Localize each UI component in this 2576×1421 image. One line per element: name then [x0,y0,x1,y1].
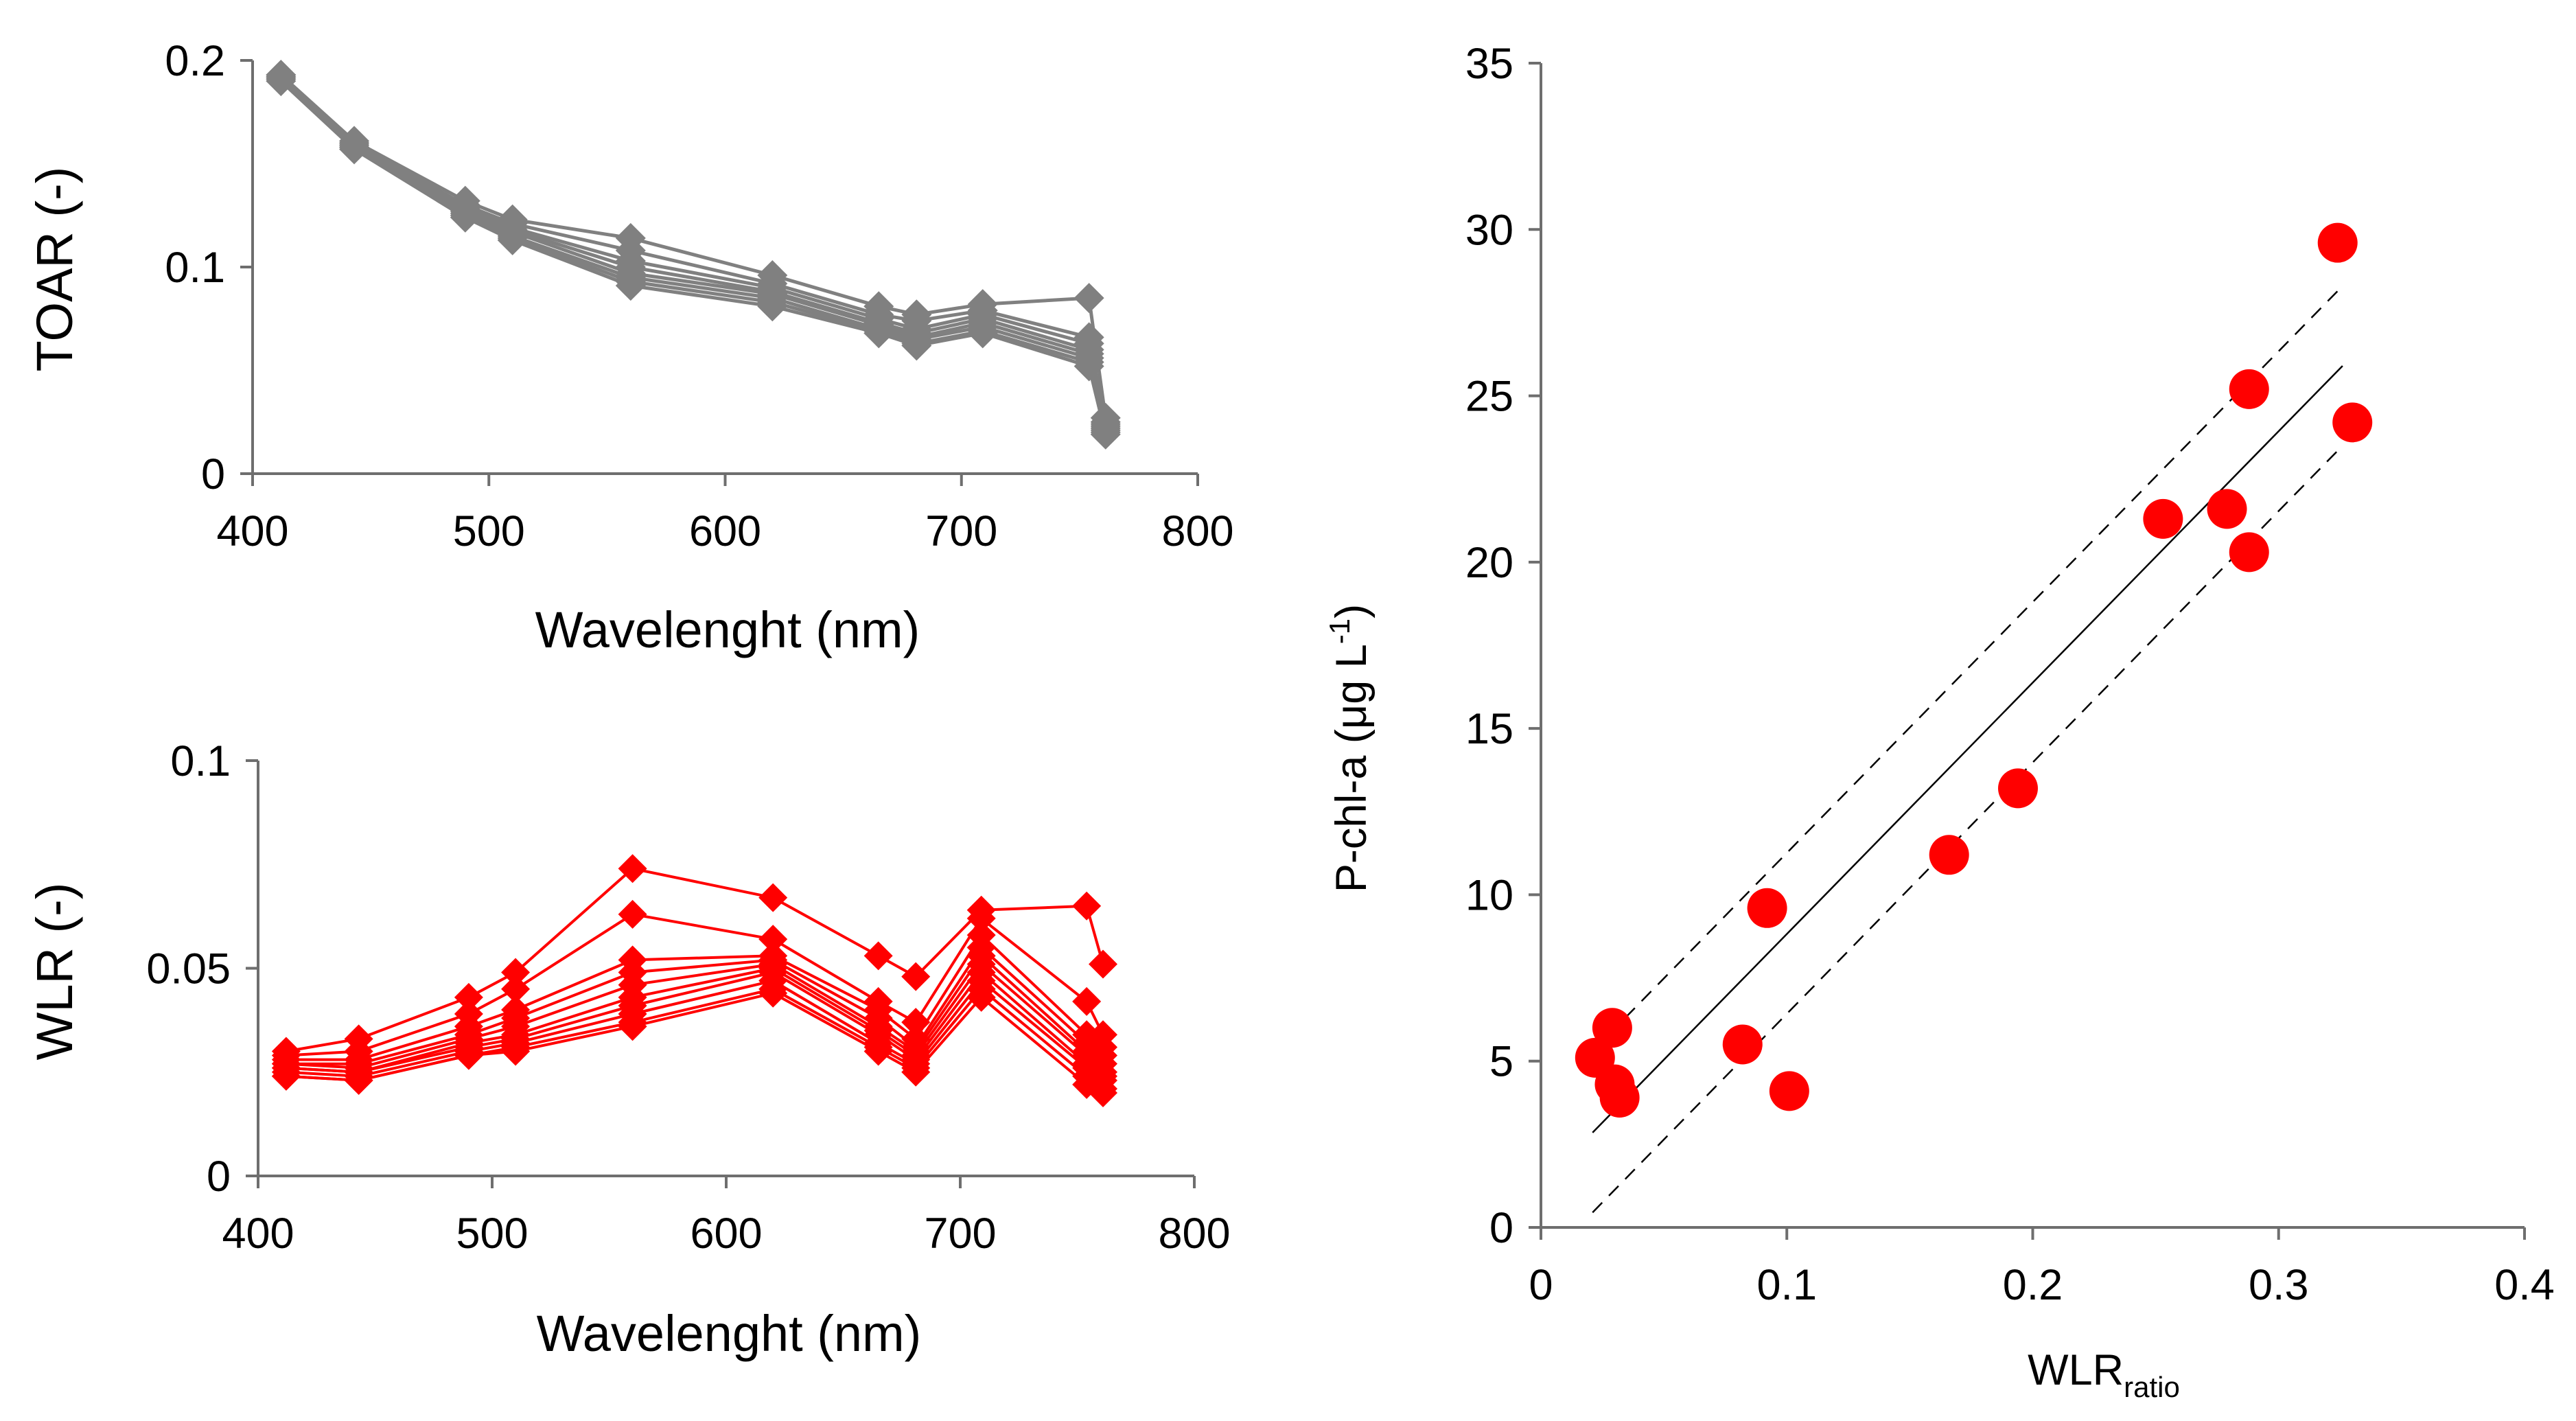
toar-series-line [279,76,1108,429]
wlr-x-tick-label: 400 [222,1210,294,1258]
wlr-marker [454,982,483,1012]
wlr-x-label: Wavelenght (nm) [537,1305,922,1362]
scatter-point [2317,222,2358,263]
toar-marker [1090,419,1121,450]
toar-x-label: Wavelenght (nm) [535,601,920,658]
wlr-marker [758,925,788,954]
wlr-marker [501,974,531,1004]
wlr-marker [901,962,931,991]
wlr-y-label: WLR (-) [26,883,83,1061]
scatter-point [1722,1024,1763,1065]
scatter-point [1599,1078,1640,1118]
toar-series-line [279,76,1108,425]
toar-x-tick-label: 800 [1161,507,1233,555]
scatter-panel: P-chl-a (μg L-1) WLRratio 0 5 10 15 20 25 30 35… [1323,40,2555,1403]
scatter-point [2143,498,2183,539]
toar-marker [1074,351,1104,382]
toar-x-tick-label: 700 [925,507,997,555]
scatter-point [1747,888,1787,928]
wlr-marker [618,854,647,883]
scatter-point [1592,1008,1632,1048]
wlr-marker [758,978,788,1008]
wlr-marker [966,982,996,1012]
wlr-marker [344,1065,373,1095]
wlr-marker [966,903,996,933]
wlr-marker [758,883,788,912]
wlr-x-tick-label: 500 [456,1210,528,1258]
toar-marker [339,134,370,165]
wlr-marker [1072,891,1102,921]
lower-bound-line [1592,445,2343,1214]
scatter-point [2332,402,2373,443]
upper-bound-line [1592,285,2343,1052]
scatter-y-tick-label: 0 [1489,1204,1513,1252]
toar-marker [901,330,932,361]
toar-marker [266,66,297,97]
toar-x-tick-label: 400 [216,507,288,555]
wlr-panel: WLR (-) Wavelenght (nm) 0 0.05 0.1 400 500 60… [26,737,1231,1362]
scatter-point [2207,489,2247,529]
scatter-x-label: WLRratio [2028,1346,2180,1403]
toar-x-tick-label: 600 [689,507,761,555]
toar-marker [967,318,998,349]
scatter-point [2229,369,2269,409]
scatter-point [2229,532,2269,573]
toar-series-line [279,73,1108,419]
wlr-y-tick-label: 0.1 [170,737,231,785]
scatter-x-tick-label: 0.1 [1756,1261,1817,1309]
toar-series-line [279,76,1108,427]
scatter-x-tick-label: 0.2 [2003,1261,2063,1309]
wlr-marker [454,1041,483,1070]
scatter-y-tick-label: 30 [1465,206,1513,254]
wlr-marker [863,1037,893,1066]
scatter-point [1929,835,1969,875]
scatter-y-tick-label: 20 [1465,539,1513,587]
toar-y-tick-label: 0.2 [165,37,225,85]
toar-y-tick-label: 0 [201,450,225,498]
toar-marker [450,202,480,233]
scatter-x-tick-label: 0 [1529,1261,1553,1309]
scatter-y-tick-label: 10 [1465,871,1513,919]
scatter-y-tick-label: 15 [1465,705,1513,753]
scatter-x-tick-label: 0.4 [2494,1261,2555,1309]
toar-marker [757,291,788,322]
toar-marker [1074,283,1104,314]
scatter-y-label: P-chl-a (μg L-1) [1323,604,1376,892]
wlr-marker [1072,986,1102,1016]
toar-marker [863,318,894,349]
wlr-x-tick-label: 700 [924,1210,996,1258]
scatter-point [1769,1071,1809,1111]
toar-y-label: TOAR (-) [26,167,83,372]
wlr-y-tick-label: 0.05 [146,945,231,993]
wlr-marker [863,941,893,971]
wlr-y-tick-label: 0 [207,1153,231,1201]
wlr-marker [271,1061,301,1091]
wlr-marker [1089,949,1118,979]
toar-panel: TOAR (-) Wavelenght (nm) 0 0.1 0.2 400 500 60… [26,37,1234,658]
toar-series-line [279,73,1108,423]
wlr-marker [618,899,647,929]
wlr-marker [501,1037,531,1066]
wlr-marker [618,1012,647,1041]
toar-x-tick-label: 500 [453,507,525,555]
toar-marker [497,224,528,255]
scatter-point [1998,768,2039,809]
fit-line [1592,365,2343,1133]
scatter-y-tick-label: 25 [1465,373,1513,421]
scatter-y-tick-label: 35 [1465,40,1513,88]
wlr-marker [1089,1078,1118,1107]
wlr-x-tick-label: 600 [690,1210,762,1258]
toar-marker [615,270,646,301]
wlr-marker [501,958,531,987]
toar-series-line [279,80,1108,435]
scatter-x-tick-label: 0.3 [2249,1261,2309,1309]
wlr-x-tick-label: 800 [1158,1210,1230,1258]
wlr-marker [901,1008,931,1037]
toar-y-tick-label: 0.1 [165,244,225,292]
scatter-y-tick-label: 5 [1489,1038,1513,1086]
wlr-marker [901,1057,931,1087]
